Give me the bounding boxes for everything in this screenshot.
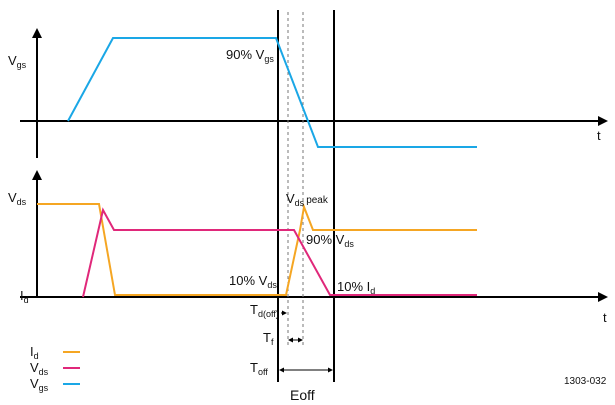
figure-id: 1303-032	[564, 376, 607, 387]
vgs-axis-label: Vgs	[8, 53, 27, 70]
legend: Id Vds Vgs	[30, 344, 80, 393]
eoff-label: Eoff	[290, 387, 315, 403]
vds-10-label: 10% Vds	[229, 273, 277, 290]
id-axis-label: Id	[20, 288, 29, 305]
legend-label-id: Id	[30, 344, 39, 361]
t-label-top: t	[597, 128, 601, 143]
vds-peak-label: Vds peak	[286, 191, 329, 208]
legend-label-vgs: Vgs	[30, 376, 49, 393]
id-10-label: 10% Id	[337, 279, 375, 296]
legend-label-vds: Vds	[30, 360, 49, 377]
vds-90-label: 90% Vds	[306, 232, 354, 249]
tf-label: Tf	[263, 330, 274, 347]
toff-label: Toff	[250, 360, 268, 377]
vgs-90-label: 90% Vgs	[226, 47, 274, 64]
vds-waveform	[82, 207, 477, 298]
td-off-label: Td(off)	[250, 302, 279, 319]
vds-axis-label: Vds	[8, 190, 27, 207]
t-label-bottom: t	[603, 310, 607, 325]
vgs-waveform	[67, 37, 477, 148]
